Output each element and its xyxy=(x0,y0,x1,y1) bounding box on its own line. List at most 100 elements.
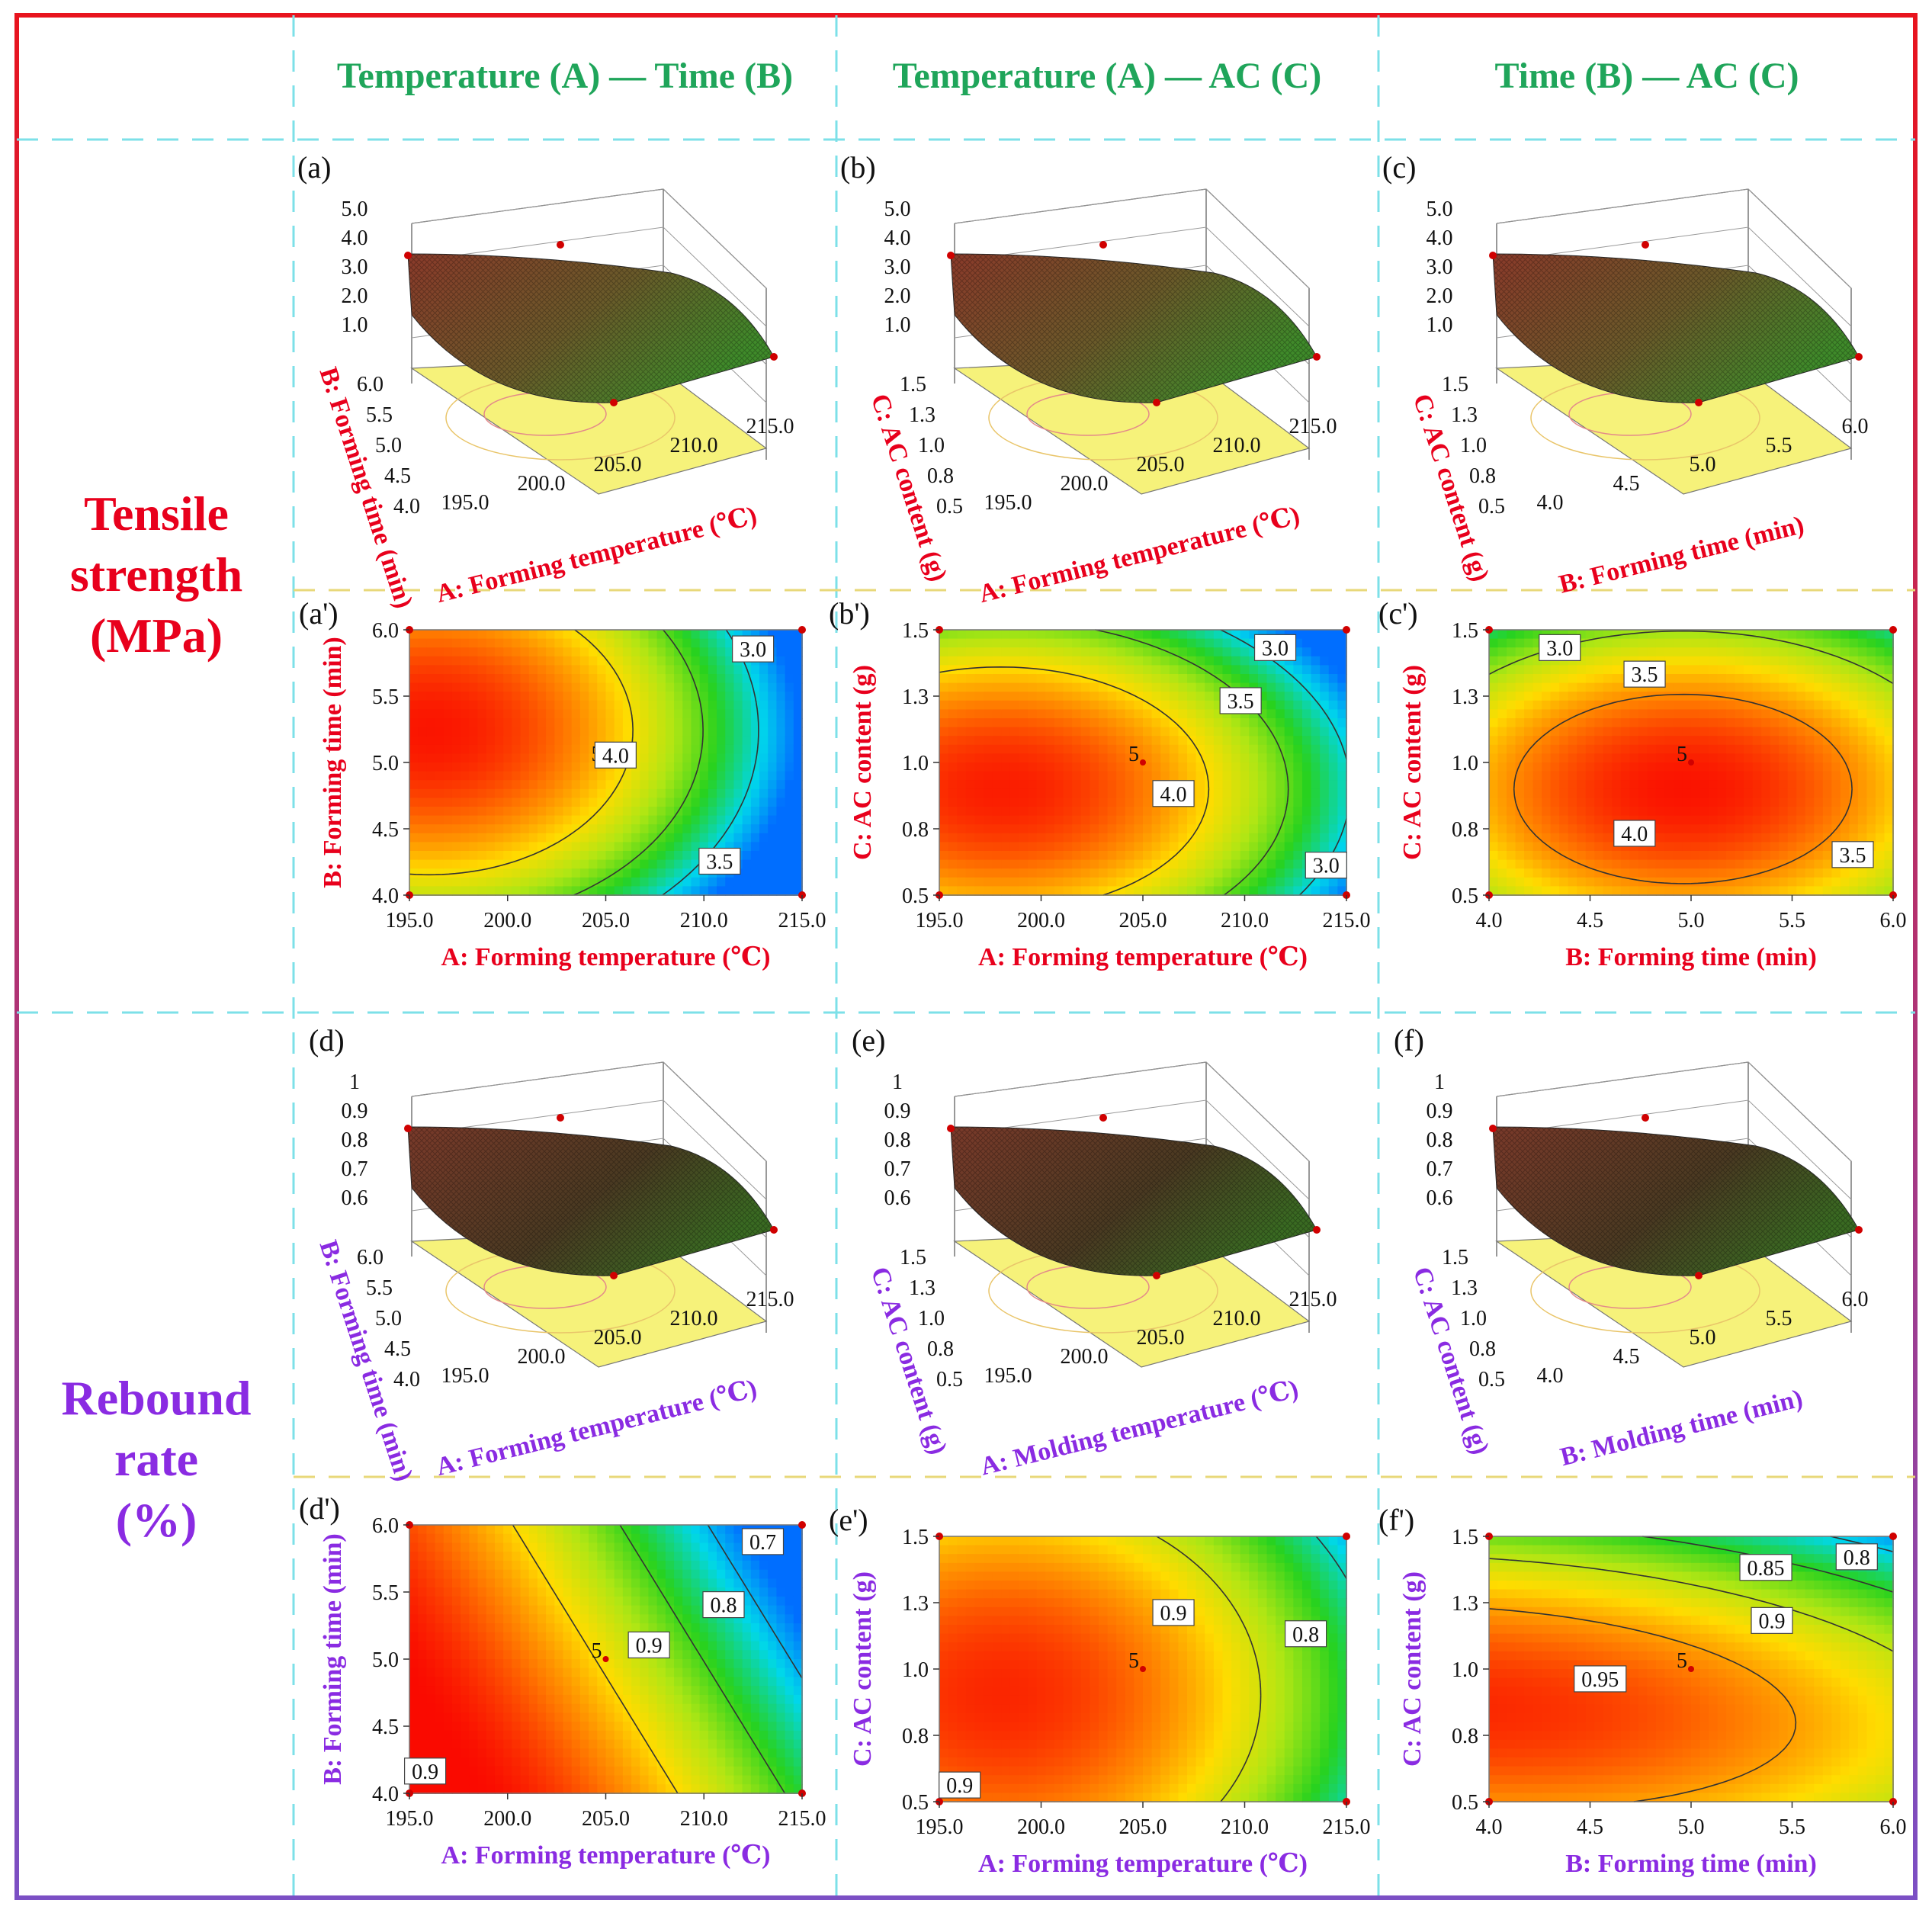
heat-cell xyxy=(1328,656,1339,666)
heat-cell xyxy=(1205,753,1215,763)
heat-cell xyxy=(469,674,479,684)
y-tick-label: 4.5 xyxy=(384,464,411,488)
heat-cell xyxy=(1072,824,1082,834)
heat-cell xyxy=(708,771,717,782)
panel-label: (c') xyxy=(1378,596,1418,631)
heat-cell xyxy=(597,833,607,843)
heat-cell xyxy=(1717,771,1727,782)
heat-cell xyxy=(528,1686,538,1696)
heat-cell xyxy=(443,815,453,826)
heat-cell xyxy=(1594,665,1604,675)
heat-cell xyxy=(984,700,993,711)
heat-cell xyxy=(571,665,581,675)
panel-label: (d') xyxy=(299,1491,340,1526)
heat-cell xyxy=(605,842,615,852)
heat-cell xyxy=(451,674,462,684)
heat-cell xyxy=(1603,674,1613,684)
heat-cell xyxy=(1293,771,1303,782)
heat-cell xyxy=(409,833,419,843)
heat-cell xyxy=(1709,682,1719,693)
heat-cell xyxy=(948,692,958,701)
design-point xyxy=(1153,399,1160,406)
heat-cell xyxy=(984,674,993,684)
heat-cell xyxy=(461,1552,470,1562)
heat-cell xyxy=(1036,807,1047,817)
heat-cell xyxy=(1875,647,1885,657)
heat-cell xyxy=(418,1578,428,1589)
heat-cell xyxy=(1090,762,1099,772)
heat-cell xyxy=(537,630,547,640)
heat-cell xyxy=(1647,753,1657,763)
heat-cell xyxy=(939,788,949,799)
heat-cell xyxy=(1744,807,1754,817)
heat-cell xyxy=(1187,674,1197,684)
heat-cell xyxy=(528,859,538,870)
heat-cell xyxy=(1116,851,1126,861)
heat-cell xyxy=(1028,833,1038,843)
heat-cell xyxy=(1240,771,1250,782)
heat-cell xyxy=(1019,815,1029,826)
heat-cell xyxy=(1090,656,1099,666)
heat-cell xyxy=(494,1552,505,1562)
heat-cell xyxy=(1699,762,1709,772)
heat-cell xyxy=(1134,833,1144,843)
heat-cell xyxy=(1744,727,1754,737)
heat-cell xyxy=(1231,859,1241,870)
heat-cell xyxy=(1240,886,1250,896)
heat-cell xyxy=(640,771,650,782)
heat-cell xyxy=(503,1632,513,1642)
y-tick-label: 1.5 xyxy=(1442,373,1468,396)
heat-cell xyxy=(1489,771,1499,782)
z-tick-label: 5.0 xyxy=(1427,197,1453,221)
heat-cell xyxy=(1009,753,1020,763)
heat-cell xyxy=(699,780,709,790)
heat-cell xyxy=(1107,647,1118,657)
heat-cell xyxy=(443,798,453,807)
heat-cell xyxy=(435,1677,444,1687)
heat-cell xyxy=(742,842,752,852)
heat-cell xyxy=(1507,700,1516,711)
heat-cell xyxy=(494,824,505,834)
heat-cell xyxy=(1612,798,1622,807)
heat-cell xyxy=(1213,718,1224,728)
heat-cell xyxy=(418,1686,428,1696)
heat-cell xyxy=(494,1650,505,1660)
heat-cell xyxy=(750,807,760,817)
heat-cell xyxy=(1134,824,1144,834)
heat-cell xyxy=(1116,868,1126,878)
heat-cell xyxy=(426,727,436,737)
heat-cell xyxy=(554,798,564,807)
heat-cell xyxy=(477,1667,487,1678)
heat-cell xyxy=(1638,753,1648,763)
heat-cell xyxy=(451,771,462,782)
heat-cell xyxy=(1691,815,1701,826)
heat-cell xyxy=(494,1712,505,1723)
heat-cell xyxy=(1752,807,1763,817)
heat-cell xyxy=(469,1596,479,1606)
heat-cell xyxy=(1195,638,1206,649)
heat-cell xyxy=(1884,727,1894,737)
heat-cell xyxy=(1805,807,1815,817)
heat-cell xyxy=(1691,877,1701,887)
heat-cell xyxy=(1222,842,1232,852)
heat-cell xyxy=(1857,656,1868,666)
heat-cell xyxy=(1151,886,1162,896)
heat-cell xyxy=(1080,780,1091,790)
heat-cell xyxy=(1638,877,1648,887)
heat-cell xyxy=(1822,709,1833,719)
heat-cell xyxy=(1577,833,1587,843)
heat-cell xyxy=(948,886,958,896)
heat-cell xyxy=(1028,665,1038,675)
heat-cell xyxy=(1875,753,1885,763)
heat-cell xyxy=(1222,788,1232,799)
heat-cell xyxy=(1594,692,1604,701)
heat-cell xyxy=(486,1730,496,1741)
design-point xyxy=(1489,1125,1497,1132)
heat-cell xyxy=(1036,762,1047,772)
heat-cell xyxy=(443,807,453,817)
heat-cell xyxy=(1884,674,1894,684)
heat-cell xyxy=(1125,798,1135,807)
heat-cell xyxy=(1266,780,1277,790)
heat-cell xyxy=(1524,656,1534,666)
heat-cell xyxy=(418,1623,428,1633)
